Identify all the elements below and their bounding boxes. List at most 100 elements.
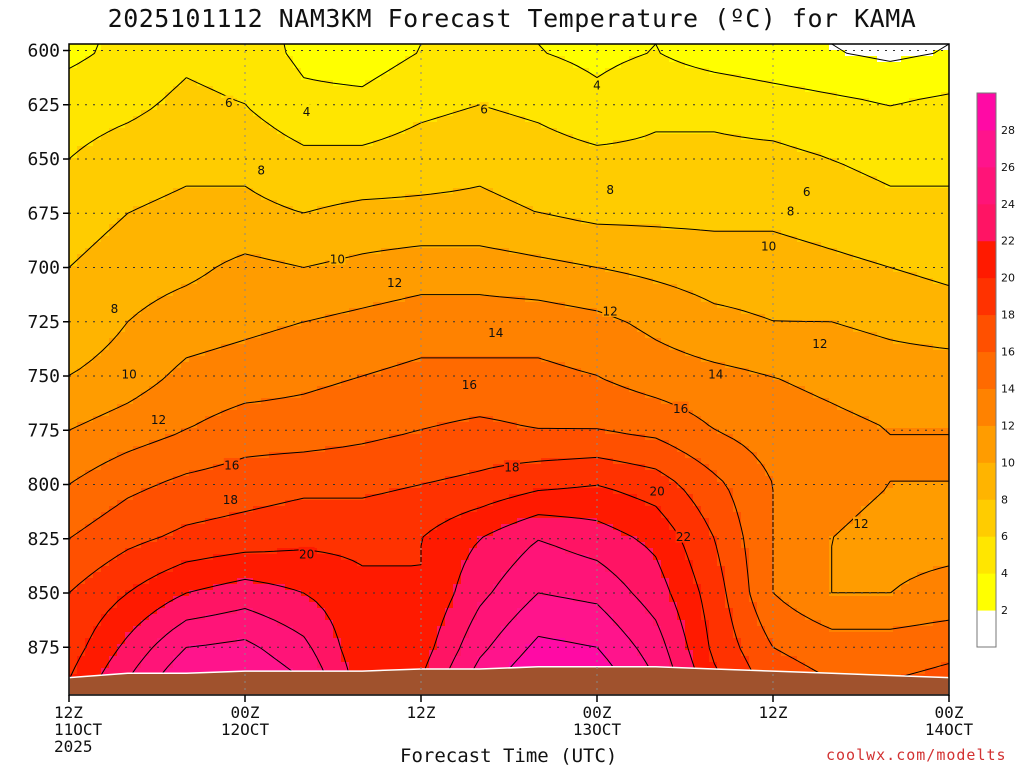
field-cell: [429, 104, 438, 111]
field-cell: [901, 80, 910, 87]
field-cell: [485, 182, 494, 189]
field-cell: [837, 146, 846, 153]
field-cell: [589, 188, 598, 195]
field-cell: [653, 158, 662, 165]
field-cell: [453, 296, 462, 303]
field-cell: [533, 290, 542, 297]
field-cell: [109, 98, 118, 105]
field-cell: [613, 110, 622, 117]
field-cell: [733, 272, 742, 279]
field-cell: [149, 146, 158, 153]
field-cell: [69, 134, 78, 141]
field-cell: [309, 62, 318, 69]
field-cell: [573, 302, 582, 309]
field-cell: [765, 68, 774, 75]
field-cell: [557, 224, 566, 231]
field-cell: [757, 224, 766, 231]
field-cell: [789, 152, 798, 159]
field-cell: [781, 188, 790, 195]
field-cell: [853, 308, 862, 315]
field-cell: [757, 272, 766, 279]
field-cell: [669, 122, 678, 129]
field-cell: [181, 212, 190, 219]
field-cell: [477, 236, 486, 243]
field-cell: [821, 206, 830, 213]
field-cell: [301, 80, 310, 87]
field-cell: [693, 290, 702, 297]
field-cell: [557, 128, 566, 135]
field-cell: [901, 224, 910, 231]
field-cell: [485, 164, 494, 171]
field-cell: [685, 80, 694, 87]
field-cell: [141, 92, 150, 99]
field-cell: [261, 74, 270, 81]
field-cell: [933, 182, 942, 189]
field-cell: [733, 182, 742, 189]
field-cell: [533, 128, 542, 135]
field-cell: [629, 56, 638, 63]
field-cell: [325, 278, 334, 285]
field-cell: [437, 164, 446, 171]
field-cell: [421, 308, 430, 315]
field-cell: [245, 224, 254, 231]
field-cell: [445, 260, 454, 267]
field-cell: [493, 236, 502, 243]
field-cell: [205, 242, 214, 249]
field-cell: [93, 122, 102, 129]
field-cell: [77, 74, 86, 81]
field-cell: [69, 104, 78, 111]
field-cell: [397, 218, 406, 225]
field-cell: [885, 116, 894, 123]
field-cell: [157, 308, 166, 315]
field-cell: [933, 254, 942, 261]
field-cell: [461, 170, 470, 177]
field-cell: [781, 272, 790, 279]
field-cell: [709, 308, 718, 315]
field-cell: [101, 284, 110, 291]
field-cell: [749, 128, 758, 135]
field-cell: [837, 68, 846, 75]
field-cell: [229, 308, 238, 315]
field-cell: [453, 158, 462, 165]
field-cell: [581, 260, 590, 267]
field-cell: [301, 302, 310, 309]
field-cell: [397, 80, 406, 87]
field-cell: [421, 68, 430, 75]
field-cell: [437, 86, 446, 93]
field-cell: [461, 164, 470, 171]
field-cell: [877, 140, 886, 147]
field-cell: [549, 140, 558, 147]
field-cell: [685, 290, 694, 297]
field-cell: [341, 302, 350, 309]
field-cell: [541, 170, 550, 177]
field-cell: [869, 122, 878, 129]
field-cell: [525, 254, 534, 261]
field-cell: [781, 260, 790, 267]
field-cell: [885, 194, 894, 201]
field-cell: [645, 152, 654, 159]
field-cell: [437, 212, 446, 219]
field-cell: [805, 62, 814, 69]
field-cell: [229, 194, 238, 201]
field-cell: [325, 230, 334, 237]
field-cell: [581, 296, 590, 303]
field-cell: [525, 266, 534, 273]
field-cell: [213, 62, 222, 69]
field-cell: [557, 206, 566, 213]
field-cell: [221, 80, 230, 87]
field-cell: [613, 176, 622, 183]
field-cell: [581, 50, 590, 57]
field-cell: [205, 164, 214, 171]
field-cell: [397, 134, 406, 141]
field-cell: [853, 194, 862, 201]
field-cell: [661, 164, 670, 171]
field-cell: [773, 212, 782, 219]
field-cell: [245, 248, 254, 255]
field-cell: [925, 122, 934, 129]
field-cell: [381, 200, 390, 207]
field-cell: [669, 194, 678, 201]
field-cell: [197, 182, 206, 189]
field-cell: [149, 218, 158, 225]
field-cell: [581, 92, 590, 99]
field-cell: [757, 230, 766, 237]
